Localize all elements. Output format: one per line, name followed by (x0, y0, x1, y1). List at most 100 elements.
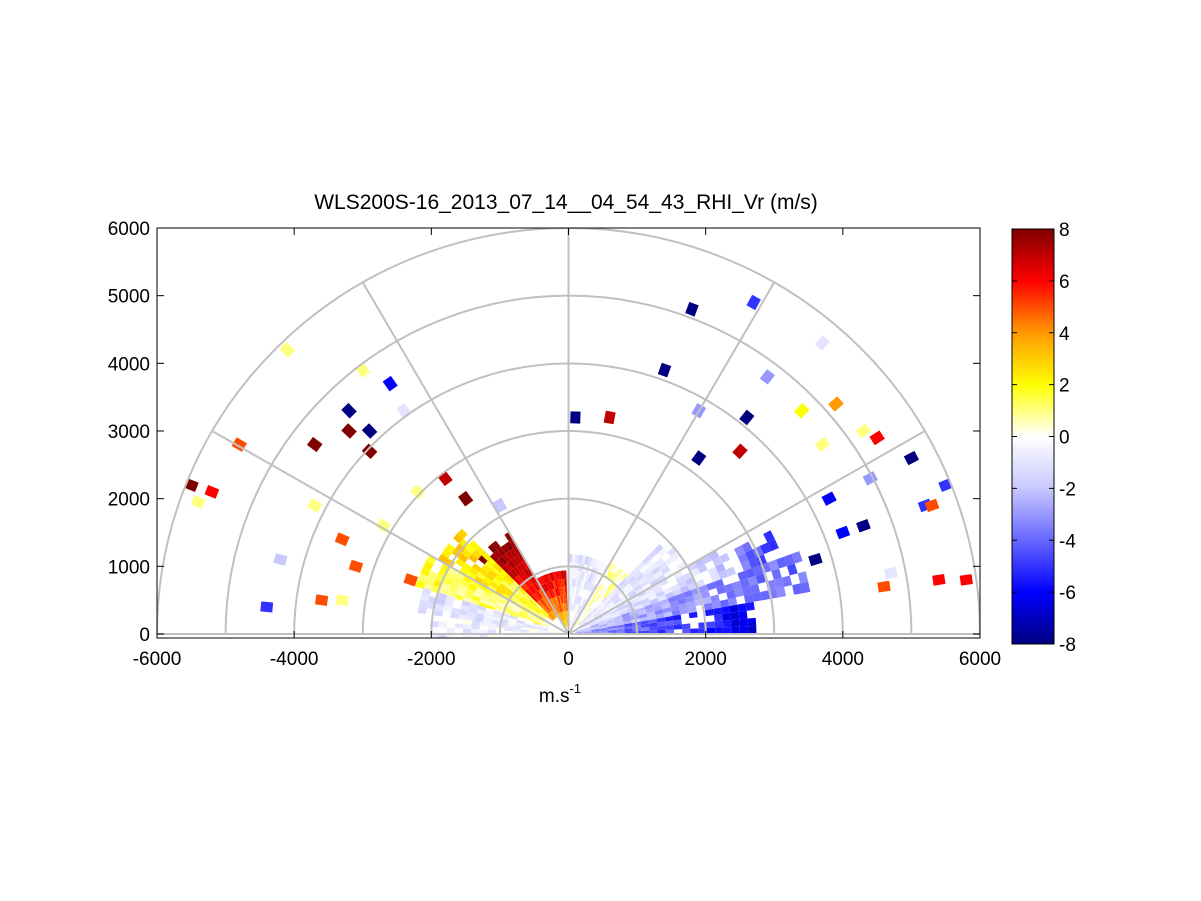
velocity-bin (642, 567, 652, 577)
velocity-bin (658, 578, 669, 587)
velocity-bin (539, 612, 547, 619)
velocity-bin (657, 561, 668, 571)
velocity-bin (572, 603, 576, 612)
velocity-bin (531, 609, 540, 616)
velocity-bin (527, 600, 535, 608)
velocity-point (855, 423, 872, 439)
velocity-bin (505, 550, 515, 560)
velocity-bin (662, 587, 673, 595)
velocity-bin (740, 560, 752, 572)
velocity-bin (633, 584, 643, 592)
velocity-bin (524, 622, 533, 626)
velocity-bin (569, 611, 571, 620)
velocity-bin (525, 618, 534, 624)
velocity-bin (466, 571, 476, 580)
velocity-point (204, 485, 220, 499)
y-tick-label: 4000 (108, 354, 150, 375)
velocity-bin (622, 614, 631, 620)
velocity-bin (556, 587, 561, 597)
velocity-bin (500, 544, 510, 554)
velocity-bin (710, 572, 721, 583)
velocity-point (335, 594, 349, 607)
velocity-bin (669, 600, 679, 608)
velocity-bin (616, 629, 625, 632)
velocity-bin (504, 625, 513, 629)
velocity-bin (496, 585, 506, 594)
velocity-bin (510, 557, 519, 567)
velocity-bin (574, 612, 579, 621)
velocity-bin (574, 628, 583, 632)
velocity-bin (583, 605, 590, 614)
velocity-bin (468, 553, 479, 564)
velocity-bin (522, 593, 531, 601)
velocity-bin (575, 595, 579, 604)
velocity-bin (657, 548, 668, 558)
velocity-bin (721, 606, 731, 615)
velocity-bin (549, 611, 556, 619)
velocity-bin (751, 592, 762, 602)
velocity-bin (492, 577, 502, 586)
colorbar-tick-label: 6 (1059, 272, 1070, 293)
velocity-bin (707, 566, 719, 576)
velocity-bin (615, 621, 624, 626)
velocity-bin (469, 602, 479, 610)
velocity-bin (577, 587, 581, 597)
velocity-bin (476, 609, 486, 615)
velocity-bin (544, 605, 551, 613)
velocity-bin (589, 607, 597, 614)
velocity-bin (711, 600, 722, 609)
velocity-bin (683, 590, 693, 598)
velocity-bin (538, 613, 547, 620)
velocity-bin (463, 624, 472, 629)
velocity-point (685, 301, 699, 317)
velocity-bin (565, 611, 568, 620)
velocity-bin (580, 580, 586, 589)
velocity-bin (517, 553, 526, 563)
velocity-bin (607, 627, 617, 631)
velocity-bin (557, 570, 562, 580)
velocity-bin (792, 583, 803, 595)
velocity-bin (622, 617, 632, 622)
velocity-bin (722, 612, 732, 621)
velocity-bin (460, 604, 470, 612)
velocity-point (657, 362, 672, 378)
velocity-bin (570, 619, 574, 628)
colorbar-tick-label: -8 (1059, 635, 1076, 656)
velocity-bin (719, 552, 731, 564)
velocity-bin (580, 597, 586, 606)
velocity-bin (657, 594, 667, 602)
velocity-bin (462, 628, 472, 634)
velocity-bin (524, 591, 532, 600)
velocity-bin (509, 613, 519, 619)
velocity-bin (606, 619, 615, 624)
velocity-bin (582, 604, 589, 613)
velocity-point (361, 423, 378, 439)
velocity-bin (525, 616, 535, 622)
velocity-bin (579, 612, 585, 620)
velocity-bin (540, 627, 549, 631)
velocity-bin (678, 602, 688, 610)
velocity-bin (497, 571, 506, 581)
velocity-bin (520, 627, 530, 631)
radial-line (211, 430, 569, 635)
velocity-bin (533, 620, 542, 625)
velocity-bin (514, 590, 523, 598)
velocity-bin (613, 598, 622, 605)
velocity-bin (580, 624, 589, 629)
velocity-point (190, 495, 206, 509)
velocity-bin (423, 560, 434, 571)
velocity-bin (563, 570, 567, 579)
velocity-bin (485, 607, 495, 614)
velocity-bin (584, 612, 591, 620)
velocity-bin (418, 600, 429, 609)
velocity-bin (503, 577, 512, 586)
velocity-bin (587, 598, 594, 606)
velocity-bin (745, 549, 757, 561)
velocity-bin (512, 566, 521, 575)
velocity-bin (443, 605, 453, 613)
velocity-bin (539, 628, 549, 632)
velocity-bin (599, 627, 608, 630)
velocity-bin (478, 602, 488, 609)
velocity-bin (545, 631, 554, 634)
velocity-bin (434, 609, 444, 617)
